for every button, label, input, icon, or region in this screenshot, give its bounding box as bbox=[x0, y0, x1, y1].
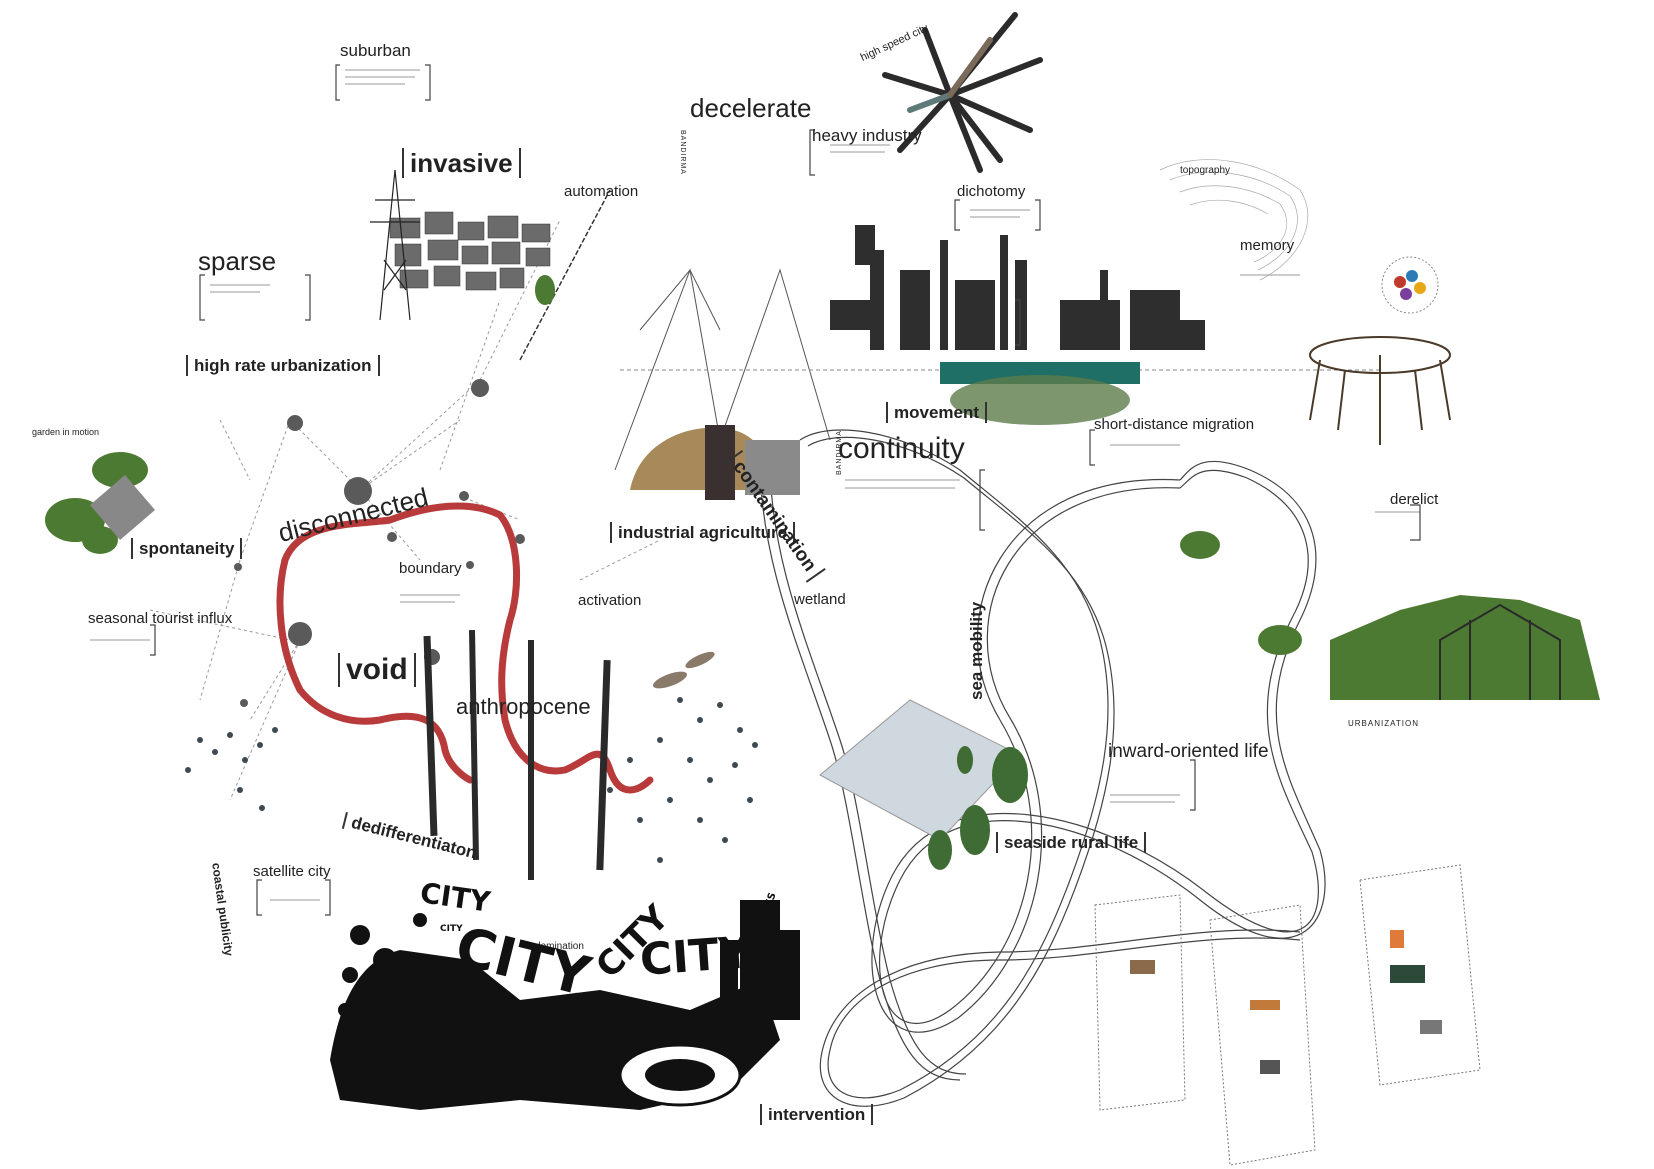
label-wetland: wetland bbox=[794, 591, 846, 608]
automation-crane bbox=[519, 189, 611, 361]
network-lines bbox=[149, 219, 661, 801]
label-bandirma-2: BANDIRMA bbox=[836, 430, 843, 475]
label-seaside-rural-life: seaside rural life bbox=[996, 832, 1147, 853]
label-activation: activation bbox=[578, 592, 642, 609]
vertical-bars bbox=[423, 629, 611, 880]
label-memory: memory bbox=[1240, 237, 1295, 254]
sea-plane bbox=[819, 699, 1021, 841]
topography-contours bbox=[1159, 159, 1309, 281]
machinery-photo bbox=[745, 440, 800, 495]
label-intervention: intervention bbox=[760, 1104, 874, 1125]
label-dichotomy: dichotomy bbox=[957, 183, 1026, 200]
sea-plants bbox=[928, 746, 1028, 870]
furniture-panels bbox=[1094, 864, 1481, 1166]
label-urbanization: URBANIZATION bbox=[1348, 719, 1419, 728]
label-continuity: continuity bbox=[838, 432, 965, 465]
label-inward-oriented-life: inward-oriented life bbox=[1108, 741, 1269, 762]
swing-carousel bbox=[1309, 336, 1451, 445]
ruin-frame bbox=[1439, 603, 1561, 700]
crowd bbox=[185, 697, 758, 863]
floating-island bbox=[950, 375, 1130, 425]
mini-text-blocks bbox=[90, 69, 1420, 901]
label-bandirma-1: BANDIRMA bbox=[679, 130, 686, 175]
industrial-silhouette bbox=[830, 225, 1205, 350]
label-decelerate: decelerate bbox=[690, 93, 812, 123]
label-suburban: suburban bbox=[340, 41, 411, 60]
label-derelict: derelict bbox=[1390, 491, 1439, 508]
high-speed-city-burst bbox=[882, 12, 1043, 173]
label-industrial-agriculture: industrial agriculture bbox=[610, 522, 796, 543]
red-winding-path bbox=[276, 502, 654, 794]
label-heavy-industry: heavy industry bbox=[812, 126, 922, 145]
crater-inner bbox=[645, 1059, 715, 1091]
label-satellite-city: satellite city bbox=[253, 863, 331, 880]
balloons-circle bbox=[1381, 256, 1439, 314]
label-garden-in-motion: garden in motion bbox=[32, 427, 100, 437]
derelict-ruin bbox=[1330, 595, 1600, 700]
label-spontaneity: spontaneity bbox=[131, 538, 243, 559]
label-sparse: sparse bbox=[198, 246, 277, 276]
agri-photo bbox=[705, 425, 735, 500]
label-anthropocene: anthropocene bbox=[456, 694, 591, 719]
label-topography: topography bbox=[1180, 165, 1231, 176]
label-domination: domination bbox=[535, 941, 584, 952]
label-sea-mobility: sea mobility bbox=[967, 601, 986, 700]
label-automation: automation bbox=[564, 183, 639, 200]
power-pylon bbox=[370, 169, 420, 321]
furniture-items bbox=[1130, 930, 1442, 1074]
label-seasonal-tourist-influx: seasonal tourist influx bbox=[88, 610, 233, 627]
label-movement: movement bbox=[886, 402, 988, 423]
garden-slab bbox=[90, 475, 155, 540]
looping-tracks bbox=[759, 429, 1326, 1107]
teal-pool bbox=[940, 362, 1140, 384]
greenery bbox=[45, 275, 1302, 655]
city-word-small: CITY bbox=[440, 924, 463, 934]
balloons bbox=[1394, 270, 1426, 300]
label-invasive: invasive bbox=[402, 148, 521, 178]
bracket-frames bbox=[150, 64, 1421, 916]
label-boundary: boundary bbox=[399, 560, 462, 577]
label-high-rate-urbanization: high rate urbanization bbox=[186, 355, 380, 376]
city-word-4: CITY bbox=[638, 927, 753, 986]
label-short-distance-migration: short-distance migration bbox=[1094, 416, 1255, 433]
label-void: void bbox=[338, 653, 416, 687]
network-nodes bbox=[234, 379, 525, 707]
birds bbox=[652, 651, 715, 689]
invasive-town bbox=[389, 211, 551, 291]
